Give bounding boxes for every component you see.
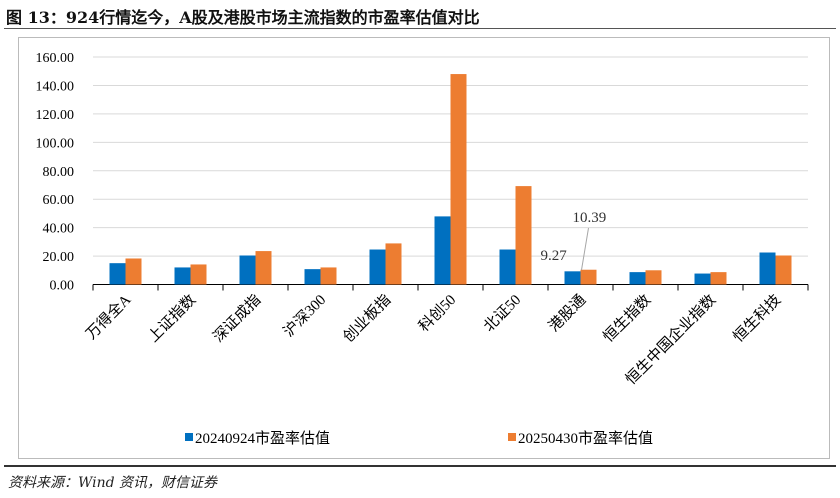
chart-frame (18, 37, 830, 459)
x-tick-label: 万得全A (82, 290, 134, 342)
bar-2024 (369, 249, 386, 285)
bar-2024 (629, 272, 646, 285)
legend-swatch (508, 433, 516, 441)
legend-swatch (185, 433, 193, 441)
bar-2025 (190, 264, 207, 285)
y-tick-label: 160.00 (36, 51, 75, 66)
x-tick-label: 科创50 (415, 291, 459, 335)
x-tick-label: 恒生指数 (600, 291, 654, 345)
x-tick-label: 港股通 (545, 291, 589, 335)
x-tick-label: 深证成指 (210, 291, 264, 345)
data-label: 10.39 (573, 210, 607, 226)
bar-2024 (174, 267, 191, 285)
x-tick-label: 创业板指 (339, 291, 394, 346)
bar-2025 (645, 270, 662, 285)
bar-2025 (385, 243, 402, 285)
bar-2024 (694, 273, 711, 285)
x-tick-label: 沪深300 (280, 291, 329, 340)
source-note: 资料来源：Wind 资讯，财信证券 (8, 475, 218, 491)
bar-2025 (580, 269, 597, 285)
footer-divider (4, 465, 836, 467)
legend-label: 20250430市盈率估值 (518, 430, 653, 447)
bar-2024 (564, 271, 581, 285)
bar-2024 (304, 269, 321, 285)
bar-2024 (759, 252, 776, 285)
bar-2025 (125, 258, 142, 285)
bar-2025 (450, 74, 467, 285)
y-tick-label: 100.00 (36, 136, 75, 151)
y-tick-label: 20.00 (43, 250, 75, 265)
y-tick-label: 80.00 (43, 165, 75, 180)
bar-2024 (239, 255, 256, 285)
bar-2025 (320, 267, 337, 285)
bar-2024 (109, 263, 126, 285)
bar-2024 (434, 216, 451, 285)
x-tick-label: 恒生科技 (730, 291, 784, 345)
y-tick-label: 140.00 (36, 79, 75, 94)
bar-2024 (499, 249, 516, 285)
bar-2025 (515, 186, 532, 285)
y-tick-label: 60.00 (43, 193, 75, 208)
x-tick-label: 上证指数 (145, 291, 199, 345)
y-tick-label: 0.00 (50, 279, 75, 294)
bar-2025 (775, 255, 792, 285)
y-tick-label: 120.00 (36, 108, 75, 123)
bar-2025 (710, 272, 727, 285)
y-tick-label: 40.00 (43, 222, 75, 237)
bar-2025 (255, 251, 272, 285)
leader-line (581, 227, 589, 271)
x-tick-label: 北证50 (480, 291, 524, 335)
legend-label: 20240924市盈率估值 (195, 430, 330, 447)
data-label: 9.27 (541, 248, 568, 264)
figure-title: 图 13：924行情迄今，A股及港股市场主流指数的市盈率估值对比 (6, 8, 480, 27)
title-divider (4, 28, 836, 29)
